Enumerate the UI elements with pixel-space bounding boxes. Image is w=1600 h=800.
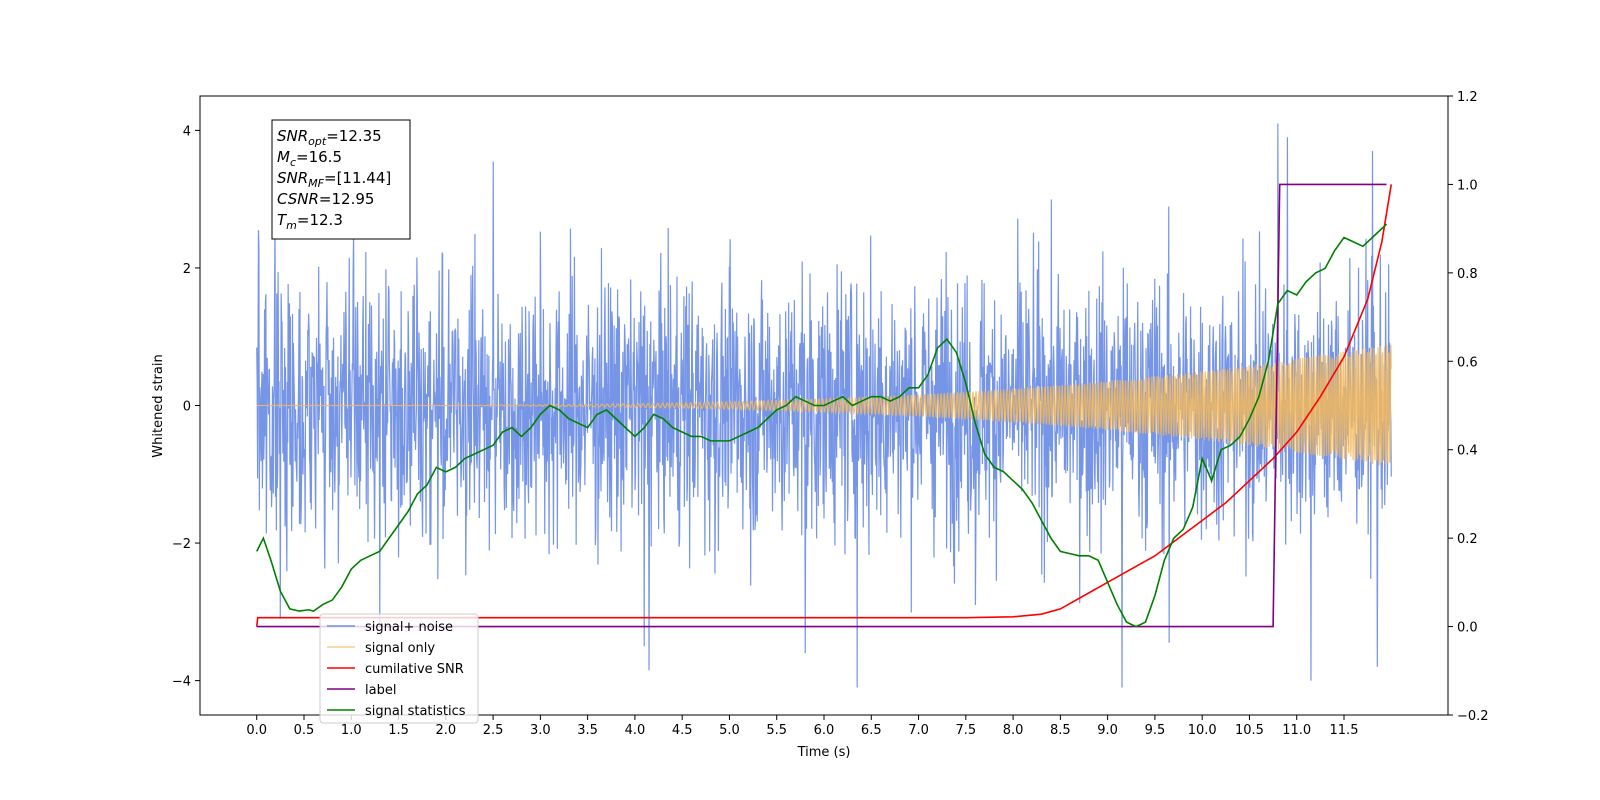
legend-label: label — [365, 683, 396, 698]
x-axis-label: Time (s) — [797, 745, 851, 760]
y2-tick-label: 0.6 — [1457, 355, 1478, 370]
legend-item: signal statistics — [327, 704, 466, 719]
legend-item: cumilative SNR — [327, 662, 464, 677]
x-tick-label: 1.0 — [341, 723, 362, 738]
series-signal-statistics-line — [256, 223, 1388, 628]
stats-annotation-box: SNRopt=12.35Mc=16.5SNRMF=[11.44]CSNR=12.… — [271, 119, 411, 240]
annotation-line: CSNR=12.95 — [277, 190, 374, 208]
x-tick-label: 8.5 — [1050, 723, 1071, 738]
y-tick-label: −4 — [172, 675, 191, 690]
y2-tick-label: 0.8 — [1457, 267, 1478, 282]
ticks-layer: 0.0 0.5 1.0 1.5 2.0 2.5 3.0 3.5 4.0 4.5 5.0 5.5 6.0 6… — [172, 90, 1489, 738]
legend-label: cumilative SNR — [365, 662, 464, 677]
legend-frame — [319, 613, 479, 724]
x-tick-label: 5.0 — [719, 723, 740, 738]
annotation-line: Tm=12.3 — [277, 211, 343, 232]
annotation-line: SNRMF=[11.44] — [277, 169, 391, 190]
x-tick-label: 3.0 — [530, 723, 551, 738]
legend-item: signal only — [327, 641, 435, 656]
y-tick-label: 4 — [183, 124, 191, 139]
x-tick-label: 1.5 — [388, 723, 409, 738]
legend-label: signal+ noise — [365, 620, 453, 635]
series-cumilative-snr-line — [255, 184, 1393, 627]
x-tick-label: 4.5 — [672, 723, 693, 738]
x-tick-label: 0.5 — [294, 723, 315, 738]
x-tick-label: 6.0 — [814, 723, 835, 738]
x-tick-label: 7.0 — [908, 723, 929, 738]
series-signal-noise-line — [256, 123, 1392, 688]
y2-tick-label: 1.0 — [1457, 178, 1478, 193]
x-tick-label: 9.5 — [1145, 723, 1166, 738]
series-label-line — [256, 183, 1387, 628]
y-axis-label: Whitened strain — [151, 354, 166, 457]
x-tick-label: 0.0 — [246, 723, 267, 738]
x-tick-label: 11.0 — [1282, 723, 1311, 738]
annotation-line: Mc=16.5 — [277, 148, 342, 169]
y2-tick-label: 0.2 — [1457, 532, 1478, 547]
annotation-frame — [271, 119, 411, 240]
legend-item: signal+ noise — [327, 620, 453, 635]
x-tick-label: 2.0 — [435, 723, 456, 738]
y-tick-label: −2 — [172, 537, 191, 552]
legend: signal+ noise signal only cumilative SNR la… — [319, 613, 479, 724]
series-layer — [255, 123, 1393, 688]
x-tick-label: 8.0 — [1003, 723, 1024, 738]
annotation-line: SNRopt=12.35 — [277, 127, 382, 148]
x-tick-label: 10.5 — [1235, 723, 1264, 738]
y-tick-label: 2 — [183, 262, 191, 277]
x-tick-label: 10.0 — [1188, 723, 1217, 738]
x-tick-label: 4.0 — [625, 723, 646, 738]
series-signal-only-line — [256, 344, 1392, 467]
x-tick-label: 5.5 — [766, 723, 787, 738]
x-tick-label: 11.5 — [1330, 723, 1359, 738]
x-tick-label: 2.5 — [483, 723, 504, 738]
y-tick-label: 0 — [183, 400, 191, 415]
x-tick-label: 9.0 — [1097, 723, 1118, 738]
y2-tick-label: 1.2 — [1457, 90, 1478, 105]
x-tick-label: 7.5 — [955, 723, 976, 738]
x-tick-label: 6.5 — [861, 723, 882, 738]
legend-label: signal statistics — [365, 704, 466, 719]
legend-label: signal only — [365, 641, 435, 656]
x-tick-label: 3.5 — [577, 723, 598, 738]
y2-tick-label: 0.4 — [1457, 444, 1478, 459]
legend-item: label — [327, 683, 396, 698]
y2-tick-label: 0.0 — [1457, 621, 1478, 636]
y2-tick-label: −0.2 — [1457, 709, 1489, 724]
